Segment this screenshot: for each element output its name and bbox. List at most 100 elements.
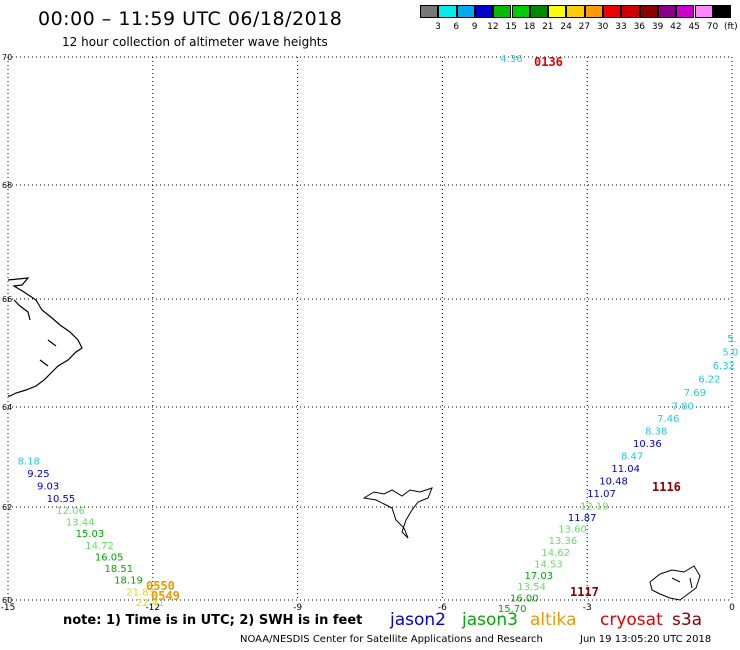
shetland-islands-coastline: [649, 565, 701, 601]
pass-time-label: 0136: [534, 55, 563, 69]
pass-time-label: 1117: [570, 585, 599, 599]
swh-observation: 12.19: [580, 501, 609, 512]
scale-swatch: [676, 5, 695, 18]
scale-label: 70: [706, 22, 719, 32]
pass-time-label: 1116: [652, 480, 681, 494]
swh-observation: 9.25: [27, 469, 49, 480]
swh-observation: 13.60: [558, 525, 587, 536]
scale-swatch: [511, 5, 530, 18]
scale-label: 15: [505, 22, 517, 32]
scale-label: 27: [578, 22, 591, 32]
swh-observation: 16.00: [510, 593, 539, 604]
swh-observation: 6.22: [698, 375, 720, 386]
wave-height-color-scale: 3 6 9 12 15 18 21 24 27 30 33 36 39 42 45 70 (ft): [420, 5, 738, 35]
footer-timestamp: Jun 19 13:05:20 UTC 2018: [580, 634, 712, 645]
map-subtitle: 12 hour collection of altimeter wave hei…: [62, 35, 328, 49]
swh-observation: 8.38: [645, 427, 667, 438]
swh-observation: 12.06: [56, 506, 85, 517]
swh-observation: 13.44: [66, 518, 95, 529]
swh-observation: 10.36: [633, 439, 662, 450]
swh-observation: 16.05: [95, 552, 124, 563]
swh-observation: 14.72: [85, 541, 114, 552]
scale-swatch: [639, 5, 658, 18]
swh-observation: 7.46: [657, 414, 679, 425]
scale-label: 45: [688, 22, 700, 32]
swh-observation: 5.: [727, 334, 737, 345]
scale-swatch: [474, 5, 494, 18]
legend-note: note: 1) Time is in UTC; 2) SWH is in fe…: [63, 613, 363, 628]
swh-observation: 14.53: [534, 559, 563, 570]
longitude-tick-label: -12: [145, 603, 160, 613]
swh-observation: 6.32: [713, 361, 735, 372]
longitude-tick-label: -9: [293, 603, 302, 613]
swh-observation: 10.48: [599, 477, 628, 488]
swh-observation: 7.80: [672, 402, 694, 413]
swh-observation: 18.51: [105, 564, 134, 575]
scale-swatch: [493, 5, 512, 18]
longitude-tick-label: 0: [729, 603, 735, 613]
scale-label: 39: [651, 22, 664, 32]
latitude-tick-label: 60: [2, 596, 12, 605]
pass-time-label: 0549: [151, 589, 180, 603]
scale-swatch: [456, 5, 475, 18]
longitude-tick-label: -3: [583, 603, 592, 613]
scale-label: 33: [615, 22, 627, 32]
satellite-altika: altika: [530, 610, 577, 630]
scale-swatch: [694, 5, 713, 18]
swh-observation: 13.54: [517, 582, 546, 593]
swh-observation: 13.36: [549, 536, 578, 547]
swh-observation: 8.47: [621, 452, 643, 463]
swh-observation: 15.03: [76, 529, 105, 540]
pass-time-label: 0550: [146, 579, 175, 593]
satellite-jason3: jason3: [462, 610, 518, 630]
map-title: 00:00 – 11:59 UTC 06/18/2018: [38, 8, 343, 30]
swh-observation: 9.03: [37, 482, 59, 493]
swh-observation: 4.36: [500, 54, 522, 65]
scale-swatch: [712, 5, 732, 18]
scale-label: 30: [596, 22, 609, 32]
swh-observation: 8.18: [18, 457, 40, 468]
scale-label: (ft): [724, 22, 738, 32]
latitude-tick-label: 70: [2, 53, 12, 62]
scale-swatch: [657, 5, 677, 18]
scale-label: 42: [670, 22, 682, 32]
swh-observation: 22.41: [136, 598, 165, 609]
scale-label: 21: [542, 22, 554, 32]
latitude-tick-label: 68: [2, 181, 12, 190]
satellite-jason2: jason2: [390, 610, 446, 630]
swh-observation: 15.70: [498, 604, 527, 615]
swh-observation: 11.87: [568, 513, 597, 524]
swh-observation: 17.03: [524, 571, 553, 582]
scale-label: 12: [487, 22, 499, 32]
scale-swatch: [621, 5, 640, 18]
greenland-coastline: [7, 277, 83, 397]
footer-source: NOAA/NESDIS Center for Satellite Applica…: [240, 634, 543, 645]
longitude-tick-label: -6: [438, 603, 447, 613]
scale-label: 36: [633, 22, 646, 32]
scale-swatch: [529, 5, 549, 18]
swh-observation: 18.19: [114, 576, 143, 587]
scale-swatch: [566, 5, 585, 18]
longitude-tick-label: -15: [1, 603, 16, 613]
scale-label: 9: [471, 22, 478, 32]
scale-swatch: [548, 5, 567, 18]
satellite-cryosat: cryosat: [600, 610, 663, 630]
scale-swatch: [438, 5, 457, 18]
scale-swatch: [603, 5, 622, 18]
latitude-tick-label: 64: [2, 403, 12, 412]
latitude-tick-label: 62: [2, 503, 12, 512]
swh-observation: 11.04: [611, 464, 640, 475]
scale-swatch: [420, 5, 439, 18]
faroe-islands-coastline: [362, 487, 433, 539]
scale-label: 3: [435, 22, 441, 32]
swh-observation: 21.83: [126, 587, 155, 598]
scale-label: 18: [523, 22, 536, 32]
swh-observation: 11.07: [587, 489, 616, 500]
scale-swatch: [584, 5, 603, 18]
latitude-tick-label: 66: [2, 295, 12, 304]
swh-observation: 5.0: [722, 348, 738, 359]
scale-label: 24: [560, 22, 572, 32]
swh-observation: 7.69: [684, 388, 706, 399]
swh-observation: 10.55: [47, 494, 76, 505]
